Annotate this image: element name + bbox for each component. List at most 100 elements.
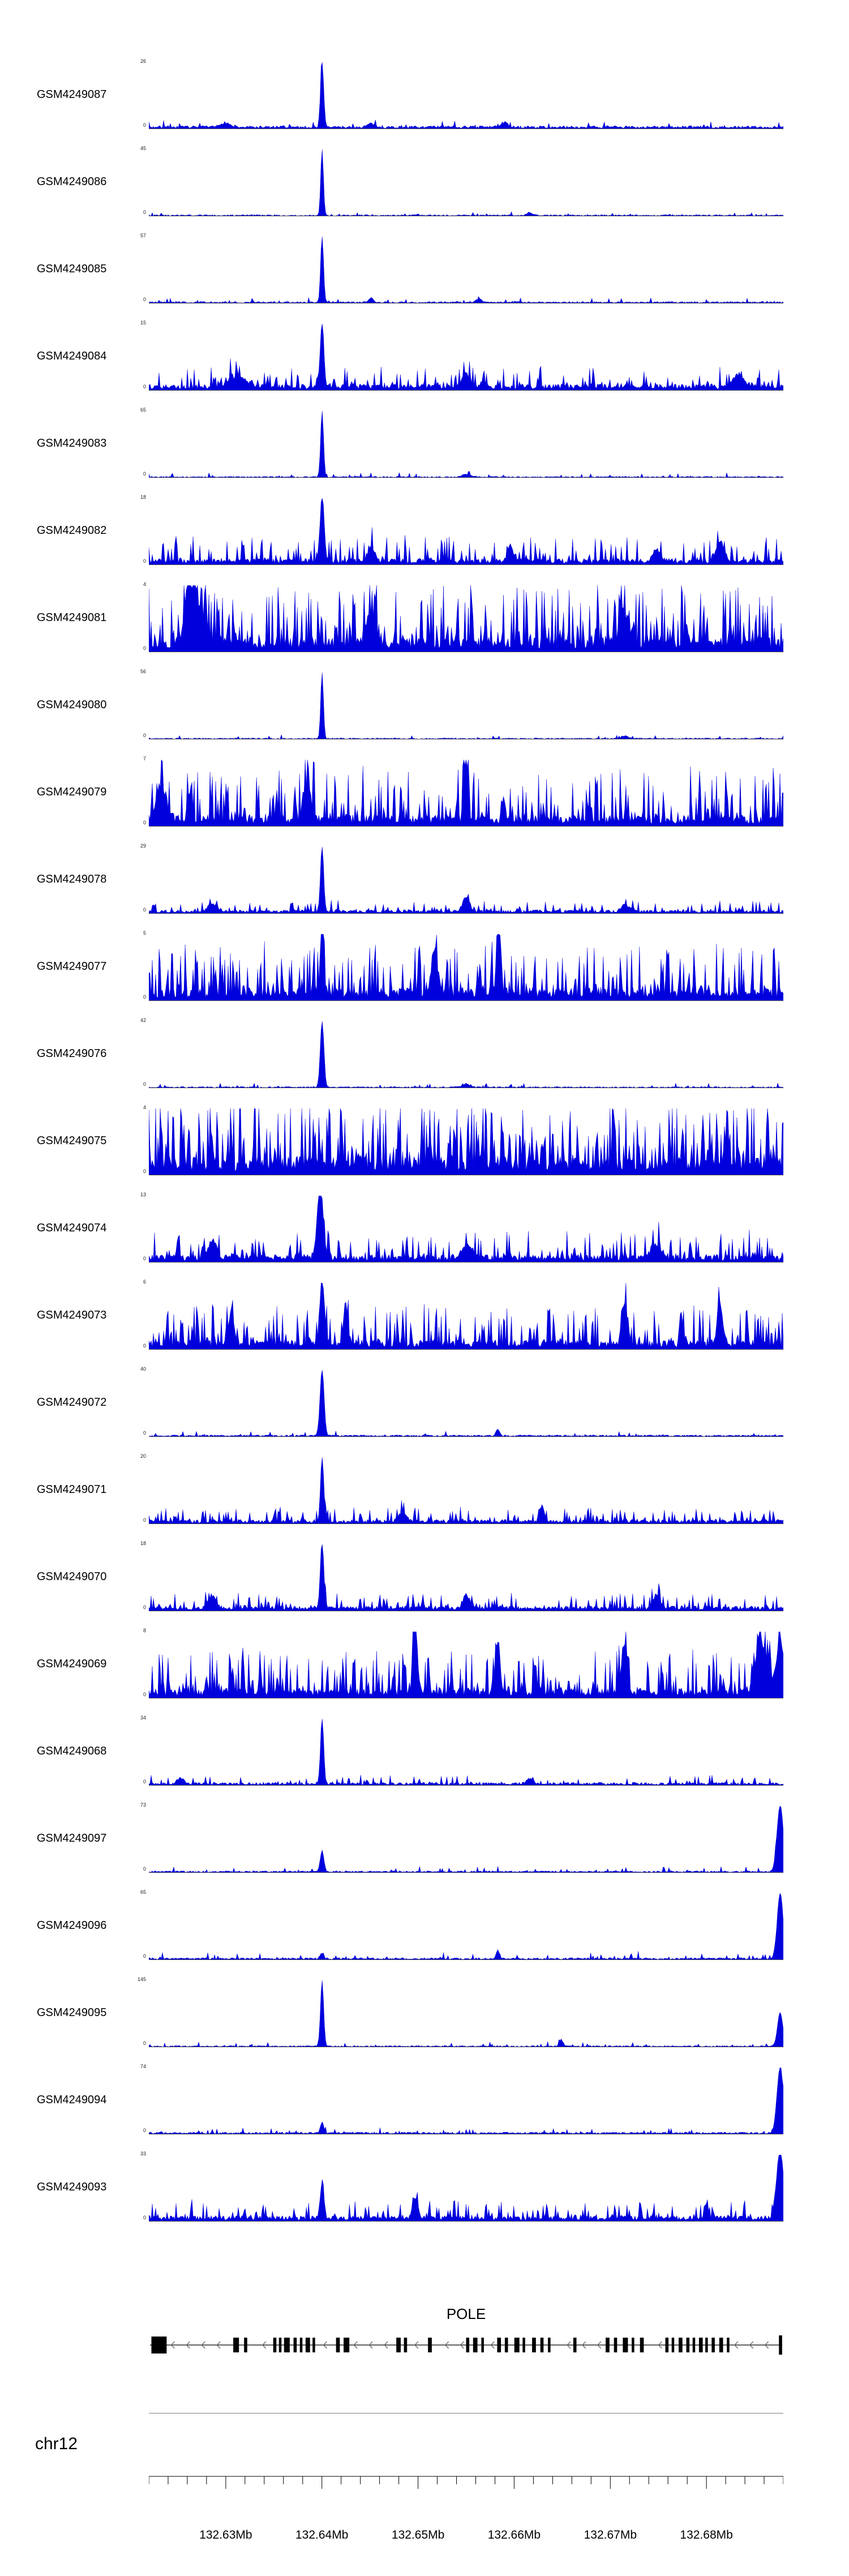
minus-strand-arrow-icon (734, 2341, 739, 2349)
track-ymin-label: 0 (143, 209, 146, 215)
signal-track-row: GSM4249087 26 0 (0, 51, 849, 138)
track-name-label: GSM4249070 (37, 1571, 107, 1583)
track-ymax-label: 18 (140, 494, 146, 500)
track-ymin-label: 0 (143, 733, 146, 738)
signal-area (149, 1370, 783, 1437)
exon-box (305, 2338, 310, 2352)
exon-box (522, 2338, 525, 2352)
exon-box (481, 2338, 484, 2352)
track-ymax-label: 74 (140, 2064, 146, 2069)
signal-area (149, 585, 783, 652)
track-name-label: GSM4249069 (37, 1658, 107, 1670)
minus-strand-arrow-icon (490, 2341, 495, 2349)
track-ymax-label: 6 (143, 1279, 146, 1285)
exon-box (273, 2338, 277, 2352)
track-ymax-label: 18 (140, 1541, 146, 1546)
exon-box (344, 2338, 350, 2352)
chromosome-label: chr12 (35, 2434, 78, 2453)
minus-strand-arrow-icon (414, 2341, 419, 2349)
track-ymin-label: 0 (143, 1343, 146, 1349)
exon-box (532, 2338, 536, 2352)
track-name-label: GSM4249094 (37, 2094, 107, 2106)
signal-area (149, 1719, 783, 1786)
signal-plot (149, 1893, 783, 1960)
signal-track-row: GSM4249074 13 0 (0, 1184, 849, 1272)
exon-box (404, 2338, 408, 2352)
signal-area (149, 760, 783, 827)
signal-area (149, 1632, 783, 1698)
signal-track-row: GSM4249095 145 0 (0, 1969, 849, 2056)
exon-box (233, 2338, 239, 2352)
exon-box (698, 2338, 703, 2352)
track-ymin-label: 0 (143, 1517, 146, 1523)
signal-area (149, 149, 783, 216)
track-name-label: GSM4249072 (37, 1396, 107, 1409)
minus-strand-arrow-icon (353, 2341, 358, 2349)
signal-track-row: GSM4249083 65 0 (0, 400, 849, 487)
exon-box (428, 2338, 432, 2352)
signal-area (149, 1196, 783, 1263)
track-name-label: GSM4249086 (37, 176, 107, 188)
signal-track-row: GSM4249068 34 0 (0, 1708, 849, 1795)
track-ymax-label: 26 (140, 58, 146, 64)
signal-plot (149, 62, 783, 129)
track-name-label: GSM4249076 (37, 1047, 107, 1060)
signal-plot (149, 673, 783, 739)
track-ymax-label: 7 (143, 756, 146, 761)
exon-box (299, 2338, 303, 2352)
exon-box (623, 2338, 628, 2352)
exon-box (466, 2338, 470, 2352)
minus-strand-arrow-icon (764, 2341, 769, 2349)
signal-plot (149, 847, 783, 914)
track-ymin-label: 0 (143, 558, 146, 564)
minus-strand-arrow-icon (368, 2341, 373, 2349)
ruler-tick-label: 132.63Mb (199, 2528, 252, 2541)
signal-area (149, 324, 783, 391)
track-name-label: GSM4249068 (37, 1745, 107, 1757)
ruler-tick-label: 132.67Mb (584, 2528, 637, 2541)
exon-box (573, 2338, 577, 2352)
signal-track-row: GSM4249082 18 0 (0, 487, 849, 574)
track-ymax-label: 20 (140, 1453, 146, 1459)
exon-box (705, 2338, 708, 2352)
signal-area (149, 2155, 783, 2222)
exon-box (671, 2338, 675, 2352)
track-name-label: GSM4249084 (37, 350, 107, 362)
signal-plot (149, 1196, 783, 1263)
track-ymin-label: 0 (143, 2128, 146, 2133)
minus-strand-arrow-icon (749, 2341, 754, 2349)
signal-area (149, 1893, 783, 1960)
track-ymin-label: 0 (143, 1953, 146, 1959)
track-ymin-label: 0 (143, 1081, 146, 1087)
exon-box (336, 2338, 340, 2352)
signal-plot (149, 237, 783, 303)
gene-model-track (150, 2335, 782, 2355)
track-name-label: GSM4249082 (37, 524, 107, 537)
exon-box (679, 2338, 683, 2352)
exon-box (692, 2338, 696, 2352)
track-name-label: GSM4249081 (37, 611, 107, 624)
exon-box (312, 2338, 315, 2352)
exon-box (293, 2338, 297, 2352)
genome-ruler: 132.63Mb 132.64Mb 132.65Mb 132.66Mb 132.67Mb… (149, 2476, 783, 2541)
exon-box (278, 2338, 282, 2352)
signal-area (149, 1283, 783, 1350)
exon-box (504, 2338, 508, 2352)
signal-track-row: GSM4249081 4 0 (0, 574, 849, 661)
exon-box (606, 2338, 610, 2352)
minus-strand-arrow-icon (460, 2341, 464, 2349)
minus-strand-arrow-icon (597, 2341, 602, 2349)
track-ymax-label: 4 (143, 581, 146, 587)
track-name-label: GSM4249079 (37, 786, 107, 798)
track-name-label: GSM4249085 (37, 263, 107, 275)
minus-strand-arrow-icon (658, 2341, 662, 2349)
track-ymin-label: 0 (143, 297, 146, 302)
track-ymax-label: 145 (137, 1976, 146, 1982)
track-ymax-label: 65 (140, 1889, 146, 1895)
track-ymax-label: 4 (143, 1105, 146, 1110)
exon-box (473, 2338, 478, 2352)
track-name-label: GSM4249080 (37, 699, 107, 711)
minus-strand-arrow-icon (216, 2341, 221, 2349)
track-name-label: GSM4249074 (37, 1222, 107, 1234)
minus-strand-arrow-icon (384, 2341, 388, 2349)
